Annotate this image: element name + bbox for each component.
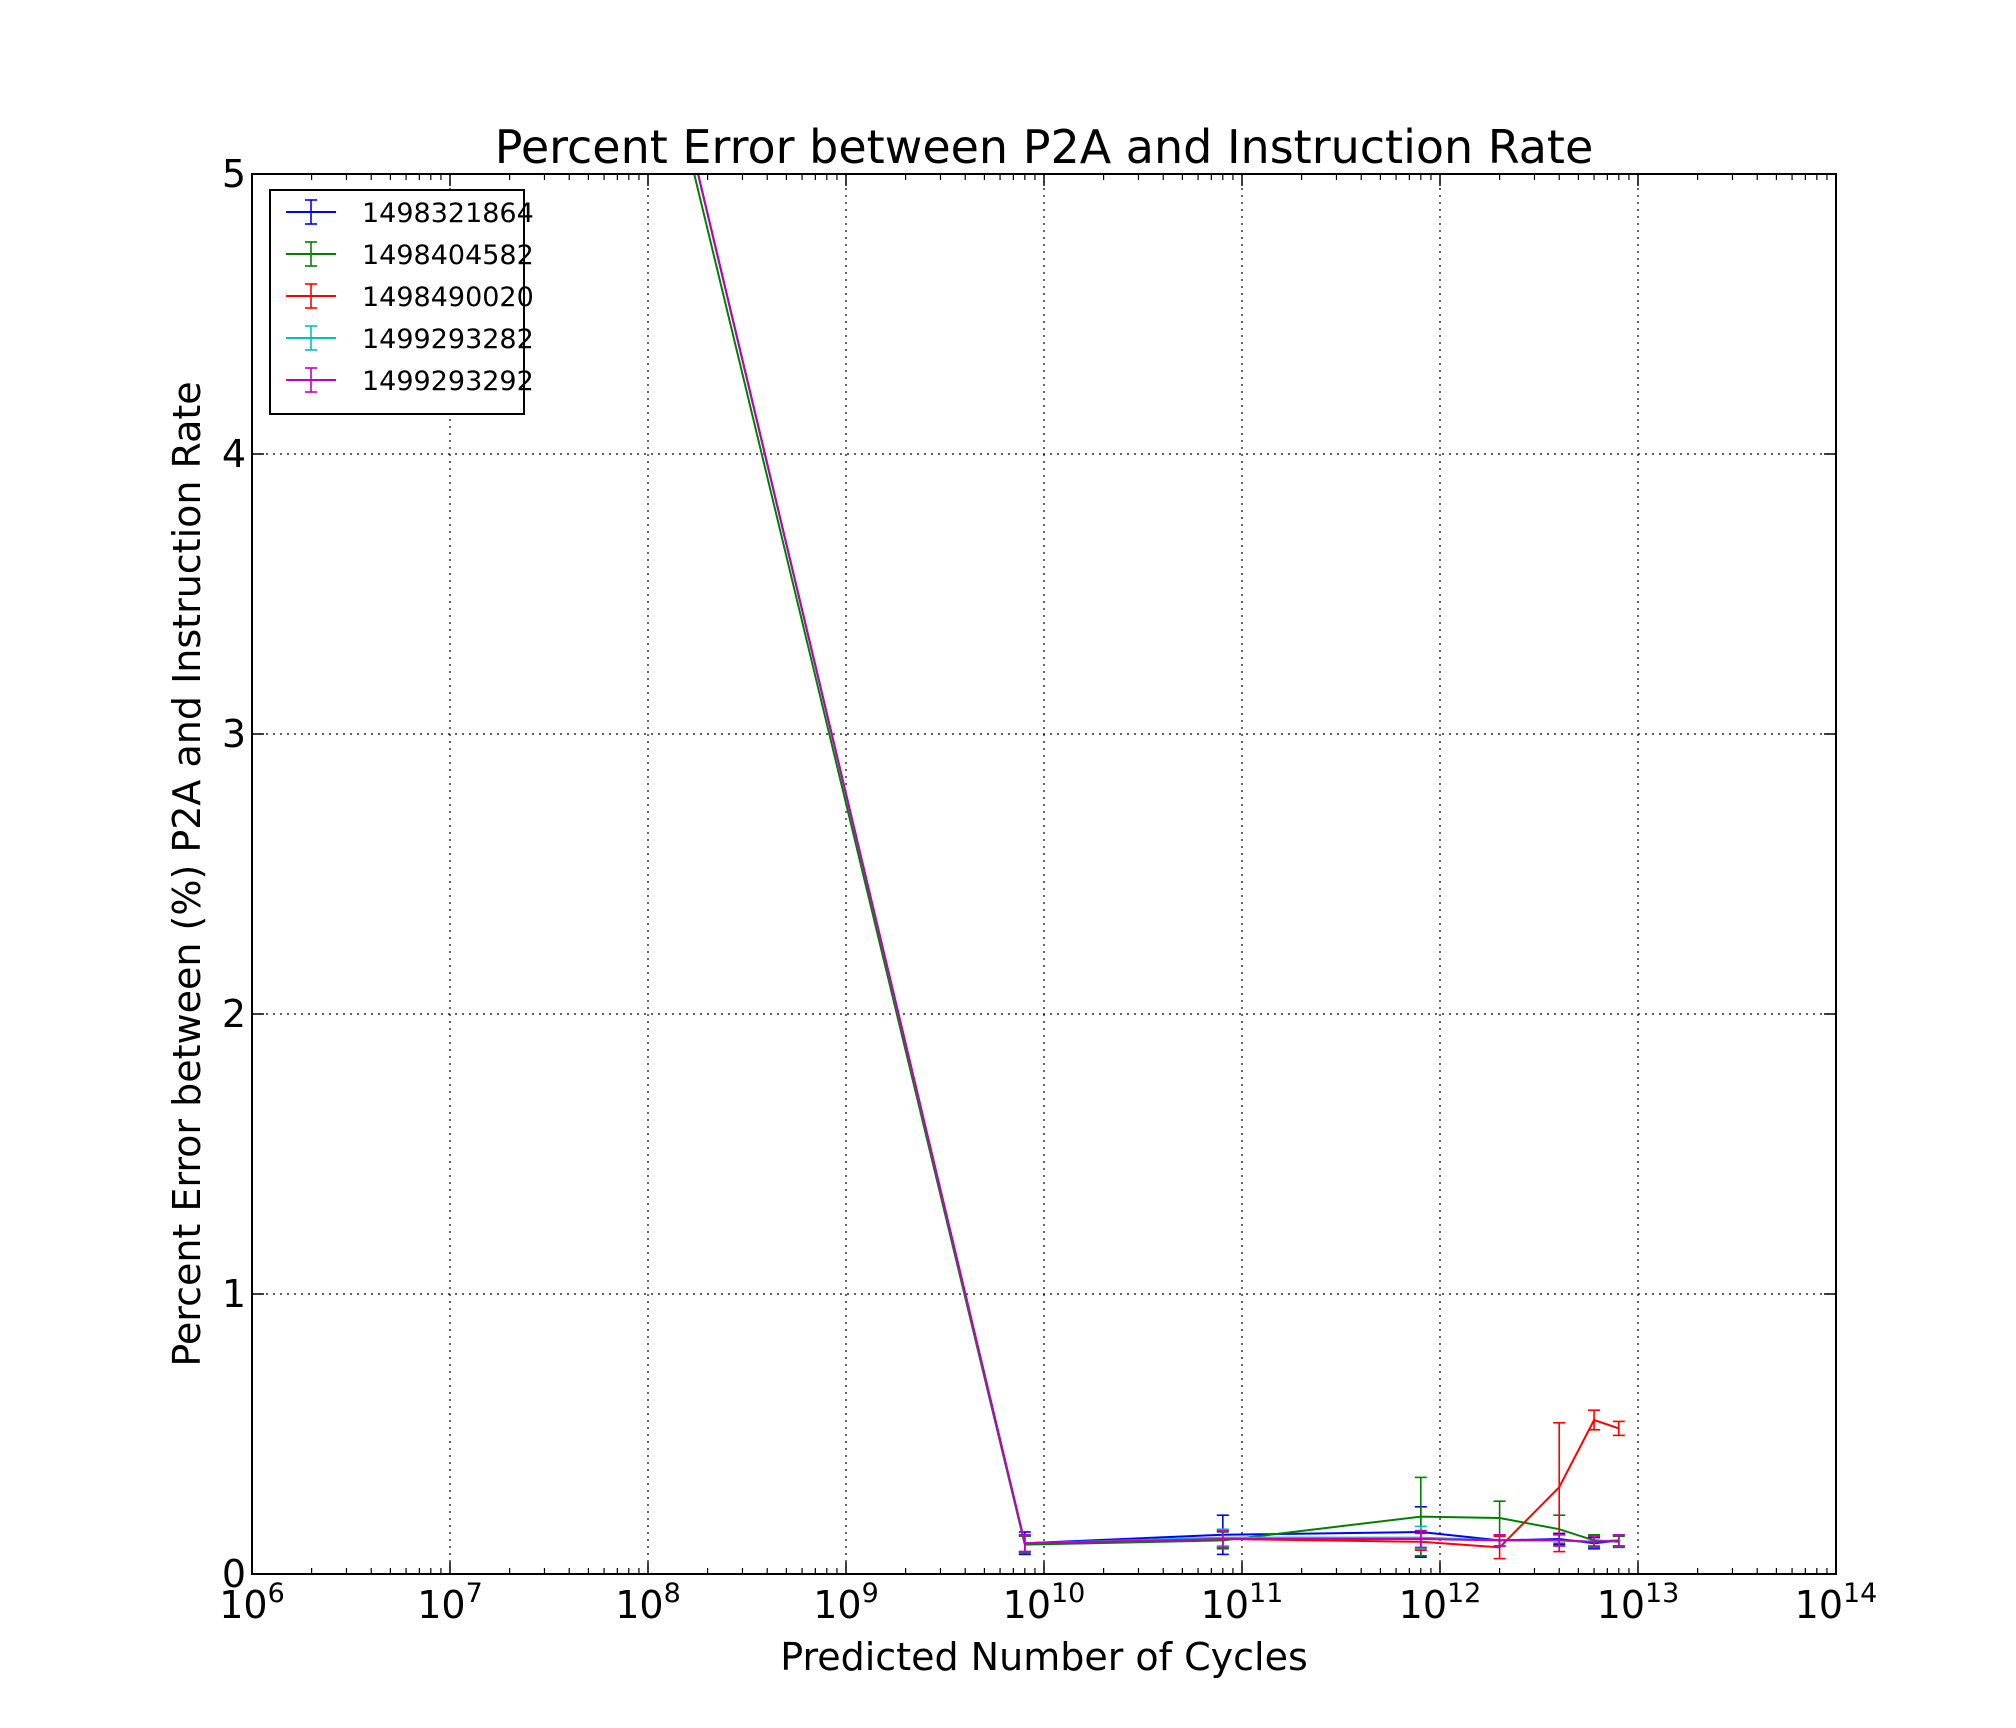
series-1498404582 [693,174,1625,1557]
legend-label: 1498404582 [362,240,534,271]
y-tick-label: 0 [222,1552,246,1596]
x-tick-label: 1010 [1003,1578,1086,1627]
x-tick-exponent: 12 [1447,1578,1481,1609]
x-tick-exponent: 6 [268,1578,285,1609]
x-tick-base: 10 [615,1583,663,1627]
x-tick-exponent: 14 [1843,1578,1877,1609]
x-tick-base: 10 [1201,1583,1249,1627]
error-bar [1612,1420,1625,1437]
x-tick-exponent: 10 [1051,1578,1085,1609]
error-bar [1216,1529,1229,1549]
y-tick-labels: 0 1 2 3 4 5 [222,152,246,1596]
legend-item: 1498321864 [286,198,534,229]
y-tick-label: 3 [222,712,246,756]
x-tick-label: 107 [417,1578,483,1627]
grid [252,174,1836,1574]
series-1498321864 [697,174,1625,1558]
x-tick-base: 10 [1399,1583,1447,1627]
series-line [697,174,1619,1545]
x-tick-label: 109 [813,1578,879,1627]
chart-title: Percent Error between P2A and Instructio… [495,120,1594,174]
x-tick-exponent: 9 [862,1578,879,1609]
error-bar [1553,1534,1566,1547]
x-tick-base: 10 [417,1583,465,1627]
x-tick-exponent: 13 [1645,1578,1679,1609]
error-bar [1018,1534,1031,1553]
legend-item: 1498404582 [286,240,534,271]
x-tick-labels: 106 107 108 109 1010 1011 1012 1013 1014 [219,1578,1877,1627]
legend-label: 1499293292 [362,366,534,397]
series-1499293292 [697,174,1625,1553]
x-tick-label: 1011 [1201,1578,1284,1627]
y-tick-label: 4 [222,432,246,476]
x-tick-label: 106 [219,1578,285,1627]
series-1499293282 [697,174,1625,1553]
y-tick-label: 1 [222,1272,246,1316]
error-bar [1414,1529,1427,1549]
legend-label: 1499293282 [362,324,534,355]
y-axis-label: Percent Error between (%) P2A and Instru… [165,381,209,1366]
legend-swatch [286,367,336,393]
series-line [693,174,1619,1546]
y-tick-label: 5 [222,152,246,196]
x-tick-exponent: 7 [466,1578,483,1609]
series-area [693,174,1625,1560]
error-bar [1588,1409,1601,1431]
legend: 1498321864 1498404582 1498490020 1499293282… [269,189,534,415]
ticks [251,173,1837,1575]
x-tick-label: 108 [615,1578,681,1627]
legend-item: 1498490020 [286,282,534,313]
x-axis-label: Predicted Number of Cycles [780,1635,1308,1679]
y-tick-label: 2 [222,992,246,1036]
legend-label: 1498321864 [362,198,534,229]
legend-swatch [286,283,336,309]
x-tick-base: 10 [219,1583,267,1627]
series-1498490020 [697,174,1625,1560]
legend-item: 1499293282 [286,324,534,355]
legend-swatch [286,325,336,351]
x-tick-exponent: 11 [1249,1578,1283,1609]
legend-box [269,189,525,415]
x-tick-base: 10 [1795,1583,1843,1627]
error-bar [1612,1534,1625,1547]
legend-swatch [286,199,336,225]
error-bar [1553,1422,1566,1553]
x-tick-base: 10 [1597,1583,1645,1627]
legend-swatch [286,241,336,267]
x-tick-exponent: 8 [664,1578,681,1609]
x-tick-base: 10 [1003,1583,1051,1627]
x-tick-base: 10 [813,1583,861,1627]
legend-item: 1499293292 [286,366,534,397]
error-bar [1588,1535,1601,1549]
x-tick-label: 1013 [1597,1578,1680,1627]
error-bar [1493,1534,1506,1547]
legend-label: 1498490020 [362,282,534,313]
x-tick-label: 1012 [1399,1578,1482,1627]
x-tick-label: 1014 [1795,1578,1878,1627]
